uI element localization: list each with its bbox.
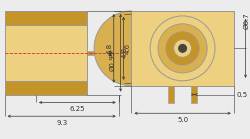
Circle shape [174,39,192,57]
Text: 5.0: 5.0 [177,117,188,123]
Text: 9.3: 9.3 [56,120,67,126]
Circle shape [158,24,207,73]
Bar [87,51,119,55]
Bar [132,11,234,86]
Circle shape [150,16,215,81]
Bar [5,25,87,81]
Text: Ø6.7: Ø6.7 [244,13,250,29]
Circle shape [166,32,199,65]
Bar [5,11,87,25]
Polygon shape [94,11,132,86]
Bar [192,86,197,103]
Circle shape [179,44,186,52]
Text: Ø0.95: Ø0.95 [109,50,115,71]
Bar [168,86,174,103]
Bar [5,81,87,95]
Text: 4.6: 4.6 [124,43,130,54]
Text: 4.8: 4.8 [106,43,112,54]
Text: 6.25: 6.25 [70,106,85,112]
Bar [132,11,234,86]
Text: 4.8: 4.8 [122,47,128,58]
Bar [5,11,87,95]
Text: 0.5: 0.5 [237,92,248,98]
